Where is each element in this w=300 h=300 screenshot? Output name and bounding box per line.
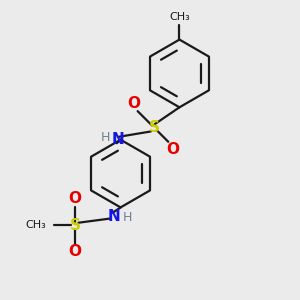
Text: O: O xyxy=(166,142,179,157)
Text: CH₃: CH₃ xyxy=(25,220,46,230)
Text: N: N xyxy=(112,132,124,147)
Text: N: N xyxy=(108,209,121,224)
Text: S: S xyxy=(149,120,160,135)
Text: CH₃: CH₃ xyxy=(169,12,190,22)
Text: O: O xyxy=(68,191,81,206)
Text: S: S xyxy=(69,218,80,232)
Text: H: H xyxy=(123,211,132,224)
Text: O: O xyxy=(68,244,81,260)
Text: H: H xyxy=(100,131,110,144)
Text: O: O xyxy=(127,96,140,111)
